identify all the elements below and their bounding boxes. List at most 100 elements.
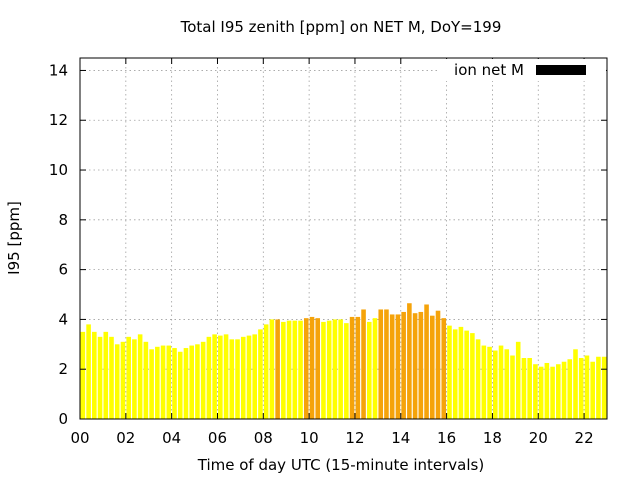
x-tick-label: 20 (529, 429, 548, 447)
bar (286, 320, 292, 419)
bar (177, 351, 183, 419)
bar (464, 330, 469, 419)
bar (556, 364, 561, 419)
bar (252, 334, 258, 419)
bar (533, 364, 538, 419)
y-tick-label: 14 (49, 61, 68, 79)
legend-background (440, 59, 606, 81)
bar (510, 355, 515, 419)
bar (303, 318, 309, 419)
bar (544, 362, 550, 419)
bar (338, 319, 343, 419)
bar (441, 318, 447, 419)
bar (493, 350, 498, 419)
bar (344, 323, 349, 419)
bar (550, 366, 555, 419)
plot-frame (79, 57, 608, 420)
y-tick-label: 0 (58, 410, 68, 428)
x-tick-label: 12 (345, 429, 364, 447)
bar (567, 359, 573, 419)
bar (143, 341, 149, 419)
bar (475, 339, 481, 419)
x-tick-label: 16 (437, 429, 456, 447)
bar (114, 344, 120, 419)
y-tick-label: 8 (58, 211, 68, 229)
grid-lines (80, 58, 607, 419)
bar (584, 355, 590, 419)
y-axis-label: I95 [ppm] (5, 201, 23, 275)
bar (218, 335, 223, 419)
bar (120, 341, 126, 419)
x-tick-label: 08 (254, 429, 273, 447)
bar (137, 334, 143, 419)
x-tick-label: 02 (116, 429, 135, 447)
bar (229, 339, 235, 419)
bar (527, 358, 532, 419)
bar (206, 336, 212, 419)
bar (573, 349, 578, 419)
bar (590, 361, 595, 419)
bar (366, 321, 372, 419)
bars (80, 303, 607, 419)
y-tick-label: 2 (58, 360, 68, 378)
x-tick-labels: 00 02 04 06 08 10 12 14 16 18 20 22 (70, 429, 593, 447)
bar (275, 319, 280, 419)
bar (384, 309, 389, 419)
x-tick-label: 18 (483, 429, 502, 447)
x-tick-label: 22 (575, 429, 594, 447)
bar (452, 329, 458, 419)
bar (149, 349, 154, 419)
bar (601, 356, 607, 419)
bar (103, 331, 109, 419)
bar (458, 326, 464, 419)
bar (424, 304, 429, 419)
bar (189, 345, 194, 419)
bar (321, 321, 326, 419)
bar (498, 345, 504, 419)
bar (481, 345, 487, 419)
bar (92, 331, 97, 419)
bar (109, 336, 114, 419)
chart-title: Total I95 zenith [ppm] on NET M, DoY=199 (180, 18, 502, 36)
bar (80, 331, 86, 419)
bar (258, 329, 263, 419)
y-tick-label: 12 (49, 111, 68, 129)
bar (212, 334, 217, 419)
bar (86, 324, 91, 419)
bar (155, 346, 160, 419)
bar (235, 339, 240, 419)
bar (418, 311, 424, 419)
bar (240, 336, 246, 419)
bar (538, 366, 544, 419)
bar (361, 309, 366, 419)
bar (435, 310, 441, 419)
bar (332, 319, 338, 419)
x-tick-label: 10 (300, 429, 319, 447)
bar (246, 335, 252, 419)
bar (160, 345, 166, 419)
bar (395, 314, 401, 419)
bar (401, 311, 406, 419)
legend-swatch (536, 65, 586, 75)
bar (372, 318, 378, 419)
bar (596, 356, 601, 419)
bar (487, 346, 492, 419)
bar (200, 341, 206, 419)
bar (269, 319, 275, 419)
bar (389, 314, 395, 419)
bar (515, 341, 521, 419)
bar (355, 316, 361, 419)
bar (166, 345, 172, 419)
y-tick-label: 4 (58, 310, 68, 328)
bar (223, 334, 229, 419)
bar (412, 313, 418, 419)
bar (470, 333, 475, 419)
bar (126, 336, 131, 419)
bar (183, 348, 189, 419)
bar (521, 358, 527, 419)
x-axis-label: Time of day UTC (15-minute intervals) (197, 456, 484, 474)
bar (326, 320, 332, 419)
bar (378, 309, 384, 419)
y-tick-label: 10 (49, 161, 68, 179)
